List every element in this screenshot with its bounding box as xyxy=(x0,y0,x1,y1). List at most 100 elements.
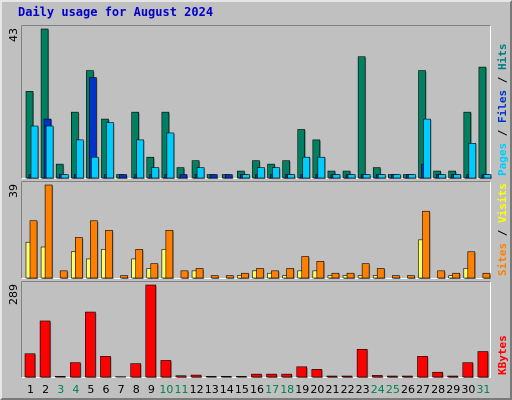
bar-pages-day-24 xyxy=(377,174,386,179)
panel-2-legend-item-2: Visits xyxy=(496,183,509,223)
panel-1-legend-item-3: / xyxy=(496,70,509,90)
bar-pages-day-10 xyxy=(166,132,175,179)
bar-kbytes-day-14 xyxy=(220,376,232,378)
bar-pages-day-19 xyxy=(302,156,311,179)
bar-pages-day-1 xyxy=(30,125,39,179)
x-tick-day-24: 24 xyxy=(371,383,385,396)
bar-pages-day-6 xyxy=(106,122,114,179)
bar-kbytes-day-22 xyxy=(341,375,353,378)
x-tick-day-26: 26 xyxy=(401,383,415,396)
x-tick-day-15: 15 xyxy=(235,383,249,396)
bar-kbytes-day-2 xyxy=(39,320,51,378)
bar-kbytes-day-5 xyxy=(85,311,96,378)
panel-1-legend-item-0: Pages xyxy=(496,143,509,176)
bar-kbytes-day-15 xyxy=(236,376,247,378)
bar-kbytes-day-26 xyxy=(402,375,413,378)
bar-kbytes-day-4 xyxy=(69,362,81,378)
bar-kbytes-day-23 xyxy=(356,349,368,378)
bar-kbytes-day-20 xyxy=(311,369,323,378)
bar-kbytes-day-13-shadow xyxy=(207,377,218,378)
bar-pages-day-17 xyxy=(272,167,280,179)
bar-sites-day-26 xyxy=(407,275,415,279)
bar-sites-day-16 xyxy=(256,268,264,279)
x-tick-day-20: 20 xyxy=(310,383,324,396)
bar-kbytes-day-3-shadow xyxy=(56,377,67,378)
bar-sites-day-30 xyxy=(467,251,476,279)
x-tick-day-2: 2 xyxy=(42,383,49,396)
x-tick-day-10: 10 xyxy=(159,383,173,396)
bar-hits-day-23 xyxy=(357,56,366,179)
bar-kbytes-day-18 xyxy=(281,373,292,378)
panel-2-legend-item-0: Sites xyxy=(496,243,509,276)
bar-kbytes-day-13 xyxy=(205,376,217,378)
bar-pages-day-23 xyxy=(362,174,371,179)
bar-sites-day-17 xyxy=(271,270,279,279)
x-tick-day-11: 11 xyxy=(175,383,189,396)
bar-kbytes-day-11-shadow xyxy=(176,376,187,378)
x-tick-day-16: 16 xyxy=(250,383,264,396)
bar-pages-day-25 xyxy=(393,174,401,179)
bar-kbytes-day-16 xyxy=(251,373,262,378)
bar-kbytes-day-27 xyxy=(417,356,428,378)
x-tick-day-3: 3 xyxy=(57,383,64,396)
bar-sites-day-9 xyxy=(150,263,159,279)
bar-kbytes-day-12 xyxy=(190,374,202,378)
bar-sites-day-23 xyxy=(361,263,370,279)
panel-1-legend-item-1: / xyxy=(496,123,509,143)
x-tick-day-4: 4 xyxy=(72,383,79,396)
bar-pages-day-2 xyxy=(45,125,54,179)
x-tick-day-28: 28 xyxy=(431,383,445,396)
bar-sites-day-27 xyxy=(422,210,430,279)
bar-kbytes-day-10 xyxy=(160,360,172,378)
bar-kbytes-day-3 xyxy=(54,376,66,378)
bar-kbytes-day-21 xyxy=(326,375,338,378)
bar-pages-day-29 xyxy=(453,174,462,179)
bar-sites-day-31 xyxy=(482,272,491,279)
bar-sites-day-4 xyxy=(74,237,83,279)
panel-1-max-label: 43 xyxy=(7,28,20,42)
panel-3-legend: KBytes xyxy=(496,335,509,375)
x-tick-day-6: 6 xyxy=(103,383,110,396)
bar-pages-day-4 xyxy=(75,139,84,179)
x-tick-day-19: 19 xyxy=(295,383,309,396)
bar-sites-day-10 xyxy=(165,230,174,279)
bar-pages-day-22 xyxy=(347,174,356,179)
panel-1-legend: Pages / Files / Hits xyxy=(496,44,509,177)
bar-pages-day-5 xyxy=(91,156,99,179)
bar-pages-day-21 xyxy=(332,174,341,179)
bar-pages-day-12 xyxy=(196,167,205,179)
bar-sites-day-3 xyxy=(59,270,68,279)
bar-sites-day-8 xyxy=(135,249,143,279)
bar-pages-day-30 xyxy=(468,143,477,179)
bar-sites-day-15 xyxy=(241,272,249,279)
bar-kbytes-day-6 xyxy=(100,356,111,378)
bar-pages-day-27 xyxy=(423,118,431,179)
bar-sites-day-5 xyxy=(90,220,98,279)
x-tick-day-31: 31 xyxy=(476,383,490,396)
bar-pages-day-18 xyxy=(287,174,295,179)
bar-kbytes-day-14-shadow xyxy=(222,377,233,378)
x-tick-day-7: 7 xyxy=(118,383,125,396)
bar-sites-day-2 xyxy=(44,184,53,279)
x-tick-day-30: 30 xyxy=(461,383,475,396)
x-tick-day-5: 5 xyxy=(87,383,94,396)
bar-sites-day-7 xyxy=(120,275,128,279)
bar-kbytes-day-28 xyxy=(432,371,443,378)
x-tick-day-18: 18 xyxy=(280,383,294,396)
panel-1-legend-item-4: Hits xyxy=(496,44,509,71)
bar-pages-day-20 xyxy=(317,156,326,179)
x-tick-day-22: 22 xyxy=(341,383,355,396)
bar-sites-day-1 xyxy=(29,220,38,279)
panel-1-legend-item-2: Files xyxy=(496,90,509,123)
bar-kbytes-day-26-shadow xyxy=(403,377,414,378)
bar-pages-day-15 xyxy=(242,174,250,179)
bar-kbytes-day-1 xyxy=(24,353,36,378)
bar-kbytes-day-31 xyxy=(477,351,489,378)
bar-kbytes-day-25-shadow xyxy=(388,377,399,378)
chart-title: Daily usage for August 2024 xyxy=(18,5,213,19)
x-tick-day-21: 21 xyxy=(325,383,339,396)
x-tick-day-29: 29 xyxy=(446,383,460,396)
bar-kbytes-day-29 xyxy=(447,375,459,378)
